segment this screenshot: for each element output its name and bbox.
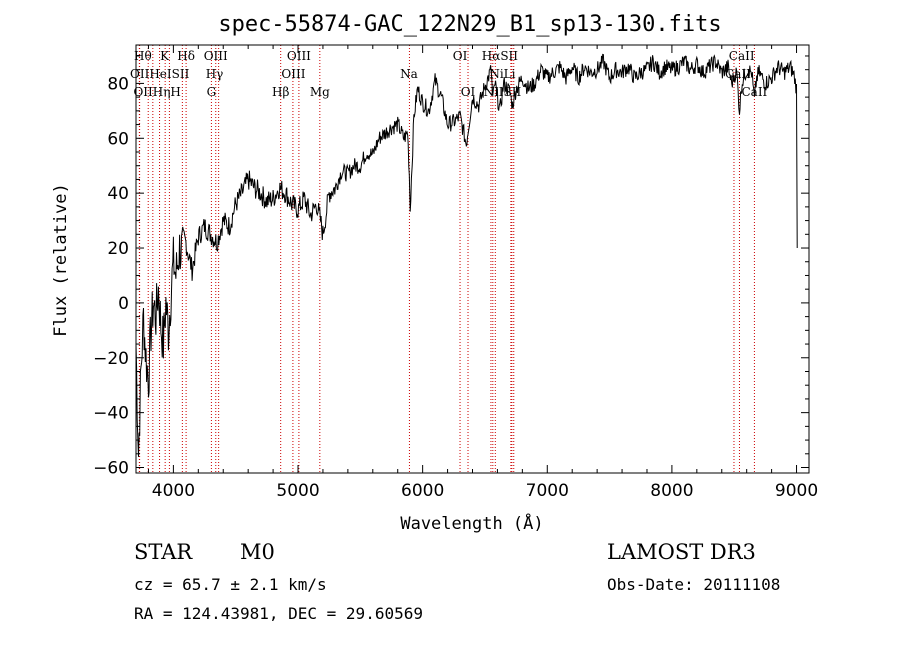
y-tick-label: 0 (118, 294, 129, 314)
line-label: OIII (287, 49, 311, 63)
line-label: CaII (729, 49, 755, 63)
y-tick-label: 60 (107, 129, 129, 149)
spectrum-line (135, 53, 798, 457)
line-label: OIIHeISII (130, 67, 190, 81)
object-subclass: M0 (240, 540, 275, 564)
line-label-group: Hθ K Hδ OIII OIII OI HαSII CaII OIIHeISII Hγ OIII N… (130, 49, 768, 99)
obs-date-text: Obs-Date: 20111108 (607, 575, 781, 594)
y-tick-label: −60 (93, 459, 129, 479)
survey-label: LAMOST DR3 (607, 540, 756, 564)
line-label: OIII (204, 49, 228, 63)
y-tick-label: 40 (107, 184, 129, 204)
line-label: Hβ (272, 85, 289, 99)
y-tick-label: −40 (93, 404, 129, 424)
line-label: OIIHηH (133, 85, 180, 99)
y-tick-label: 80 (107, 74, 129, 94)
redshift-text: cz = 65.7 ± 2.1 km/s (134, 575, 327, 594)
line-label: Hδ (177, 49, 195, 63)
line-label: Hγ (206, 67, 224, 81)
line-label: G (207, 85, 217, 99)
y-tick-label: −20 (93, 349, 129, 369)
x-tick-label: 4000 (152, 481, 195, 501)
x-tick-label: 5000 (276, 481, 319, 501)
line-label: CaII (741, 85, 767, 99)
line-label: OI (461, 85, 476, 99)
y-axis-label: Flux (relative) (51, 183, 71, 337)
x-tick-label: 9000 (775, 481, 818, 501)
x-tick-label: 6000 (401, 481, 444, 501)
line-label: Mg (310, 85, 330, 99)
line-label: Na (400, 67, 418, 81)
x-tick-label: 8000 (650, 481, 693, 501)
line-label: HαSII (482, 49, 519, 63)
line-label: K (160, 49, 170, 63)
chart-title: spec-55874-GAC_122N29_B1_sp13-130.fits (218, 12, 721, 37)
coords-text: RA = 124.43981, DEC = 29.60569 (134, 604, 423, 623)
line-label: NiLi (489, 67, 515, 81)
y-tick-label: 20 (107, 239, 129, 259)
x-axis-label: Wavelength (Å) (400, 512, 543, 534)
line-label: OI (453, 49, 468, 63)
line-label: Hθ (134, 49, 152, 63)
x-tick-label: 7000 (526, 481, 569, 501)
line-marker-group (138, 45, 755, 473)
line-label: NIISII (484, 85, 522, 99)
object-class: STAR (134, 540, 193, 564)
axis-ticks: 4000 5000 6000 7000 8000 9000 −60 −40 −20 0 20 40 60… (93, 45, 818, 501)
line-label: OIII (281, 67, 305, 81)
line-label: CaII (725, 67, 751, 81)
